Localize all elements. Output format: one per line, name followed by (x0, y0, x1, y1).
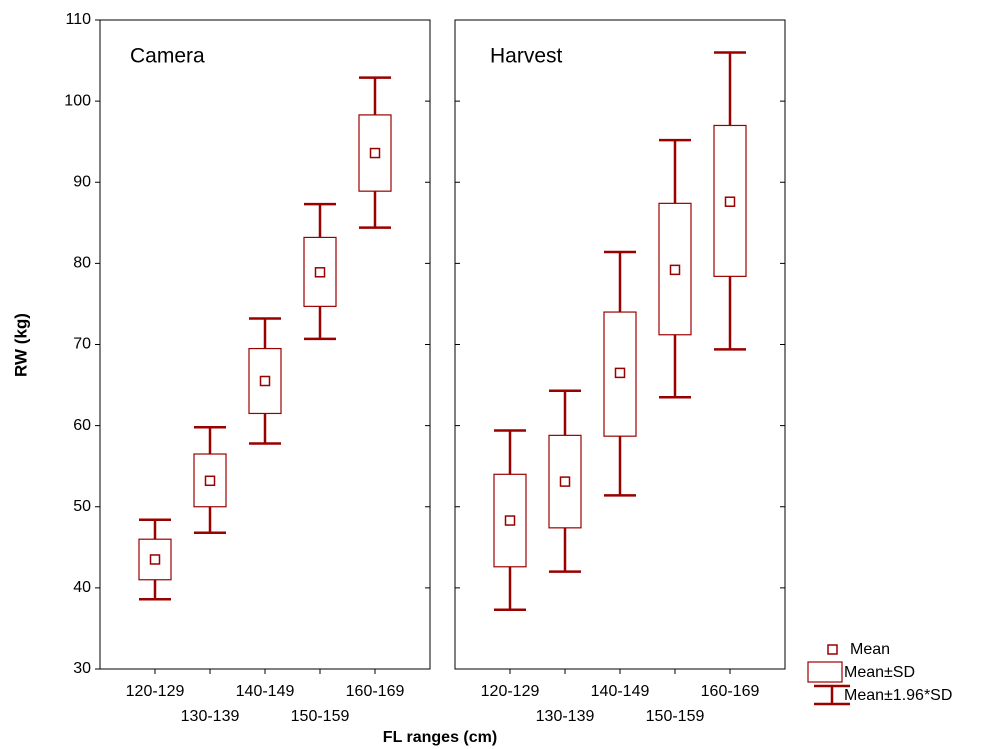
mean-marker (259, 375, 271, 387)
x-tick-label: 120-129 (481, 683, 540, 700)
mean-marker (204, 475, 216, 487)
mean-marker (149, 554, 161, 565)
panel-title: Camera (130, 45, 205, 68)
mean-marker (559, 476, 571, 487)
legend-sd-icon (807, 661, 843, 683)
legend-label: Mean (850, 641, 890, 658)
y-tick-label: 50 (73, 498, 91, 515)
x-tick-label: 160-169 (701, 683, 760, 700)
y-tick-label: 40 (73, 579, 91, 596)
x-tick-label: 160-169 (346, 683, 405, 700)
mean-marker (314, 267, 326, 278)
panel-title: Harvest (490, 45, 563, 68)
mean-marker (504, 515, 516, 526)
mean-marker (614, 367, 626, 379)
y-tick-label: 60 (73, 417, 91, 434)
x-tick-label: 130-139 (536, 708, 595, 725)
x-tick-label: 140-149 (236, 683, 295, 700)
legend-label: Mean±SD (844, 664, 915, 681)
y-axis-label: RW (kg) (11, 313, 30, 377)
mean-marker (669, 264, 681, 276)
y-tick-label: 90 (73, 173, 91, 190)
x-tick-label: 140-149 (591, 683, 650, 700)
mean-marker (369, 147, 381, 159)
legend-label: Mean±1.96*SD (844, 687, 952, 704)
y-tick-label: 30 (73, 660, 91, 677)
y-tick-label: 70 (73, 336, 91, 353)
x-tick-label: 130-139 (181, 708, 240, 725)
y-tick-label: 80 (73, 255, 91, 272)
x-tick-label: 150-159 (291, 708, 350, 725)
mean-marker (724, 196, 736, 207)
x-axis-label: FL ranges (cm) (383, 729, 497, 746)
legend-mean-icon (827, 644, 838, 655)
x-tick-label: 120-129 (126, 683, 185, 700)
y-tick-label: 100 (64, 92, 91, 109)
x-tick-label: 150-159 (646, 708, 705, 725)
y-tick-label: 110 (65, 11, 91, 28)
